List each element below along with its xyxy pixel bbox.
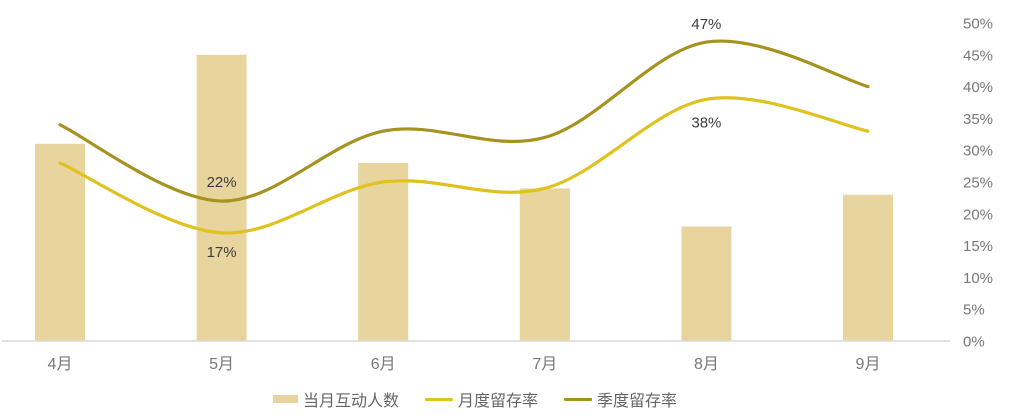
y-axis-tick-9: 45% bbox=[963, 47, 993, 64]
x-axis-label-5: 9月 bbox=[856, 356, 881, 373]
y-axis-tick-10: 50% bbox=[963, 16, 993, 33]
bar-6月[interactable] bbox=[358, 162, 409, 341]
y-axis-tick-6: 30% bbox=[963, 143, 993, 160]
chart-legend: 当月互动人数 月度留存率 季度留存率 bbox=[0, 387, 950, 411]
legend-label-quarterly-line: 季度留存率 bbox=[597, 393, 678, 410]
legend-label-bar-series: 当月互动人数 bbox=[302, 393, 399, 410]
y-axis-tick-5: 25% bbox=[963, 175, 993, 192]
data-label-38%: 38% bbox=[691, 114, 721, 131]
line-series-1[interactable] bbox=[58, 96, 870, 235]
y-axis-tick-7: 35% bbox=[963, 111, 993, 128]
x-axis-label-0: 4月 bbox=[48, 356, 73, 373]
y-axis-tick-1: 5% bbox=[963, 302, 985, 319]
x-axis-label-1: 5月 bbox=[209, 356, 234, 373]
x-axis-label-3: 7月 bbox=[532, 356, 557, 373]
x-axis-label-4: 8月 bbox=[694, 356, 719, 373]
y-axis-tick-4: 20% bbox=[963, 206, 993, 223]
bar-8月[interactable] bbox=[681, 226, 732, 341]
bar-series-swatch bbox=[272, 395, 298, 403]
bar-9月[interactable] bbox=[843, 194, 893, 341]
y-axis-tick-0: 0% bbox=[963, 334, 985, 351]
quarterly-line-swatch bbox=[564, 397, 592, 401]
bar-7月[interactable] bbox=[519, 188, 570, 341]
line-series-2[interactable] bbox=[58, 39, 870, 203]
y-axis-tick-2: 10% bbox=[963, 270, 993, 287]
legend-item-bar-series[interactable]: 当月互动人数 bbox=[272, 387, 399, 411]
bar-4月[interactable] bbox=[35, 143, 85, 341]
y-axis-tick-8: 40% bbox=[963, 79, 993, 96]
data-label-17%: 17% bbox=[207, 244, 237, 261]
y-axis-tick-3: 15% bbox=[963, 238, 993, 255]
x-axis-label-2: 6月 bbox=[371, 356, 396, 373]
monthly-line-swatch bbox=[424, 397, 453, 401]
legend-label-monthly-line: 月度留存率 bbox=[457, 393, 538, 410]
legend-item-quarterly-line[interactable]: 季度留存率 bbox=[564, 387, 677, 411]
legend-item-monthly-line[interactable]: 月度留存率 bbox=[424, 387, 538, 411]
data-label-22%: 22% bbox=[207, 174, 237, 191]
data-label-47%: 47% bbox=[691, 16, 721, 33]
